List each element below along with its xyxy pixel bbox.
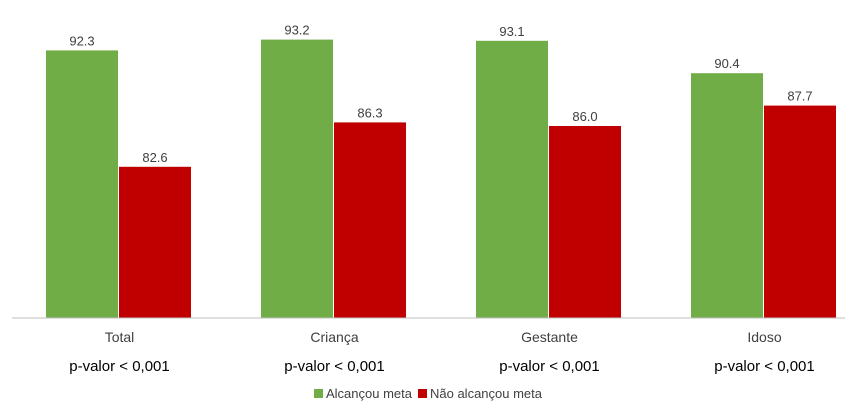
data-label: 82.6 xyxy=(142,150,167,165)
labels-layer: 92.3 82.6 Total p-valor < 0,001 93.2 86.3 Cria… xyxy=(69,23,814,375)
data-label: 93.1 xyxy=(499,24,524,39)
legend-label-alcancou: Alcançou meta xyxy=(325,385,412,401)
p-value-annotation: p-valor < 0,001 xyxy=(714,358,814,375)
bar-nao-alcancou-2 xyxy=(549,126,621,318)
legend: Alcançou meta Não alcançou meta xyxy=(0,384,856,402)
data-label: 87.7 xyxy=(787,89,812,104)
p-value-annotation: p-valor < 0,001 xyxy=(284,358,384,375)
bar-alcancou-3 xyxy=(691,73,763,318)
data-label: 92.3 xyxy=(69,33,94,48)
data-label: 93.2 xyxy=(284,23,309,38)
bar-nao-alcancou-1 xyxy=(334,122,406,319)
bar-alcancou-1 xyxy=(261,39,333,318)
legend-swatch-red xyxy=(417,388,427,398)
legend-item-nao-alcancou: Não alcançou meta xyxy=(417,385,542,401)
p-value-annotation: p-valor < 0,001 xyxy=(69,358,169,375)
bar-alcancou-0 xyxy=(46,50,118,319)
bar-nao-alcancou-3 xyxy=(764,105,836,318)
legend-item-alcancou: Alcançou meta xyxy=(313,385,412,401)
category-label: Criança xyxy=(310,329,358,345)
bar-alcancou-2 xyxy=(476,40,548,319)
category-label: Idoso xyxy=(747,329,781,345)
data-label: 86.0 xyxy=(572,109,597,124)
category-label: Total xyxy=(105,329,135,345)
legend-swatch-green xyxy=(313,388,323,398)
legend-label-nao-alcancou: Não alcançou meta xyxy=(429,385,542,401)
data-label: 90.4 xyxy=(714,56,739,71)
category-label: Gestante xyxy=(521,329,578,345)
p-value-annotation: p-valor < 0,001 xyxy=(499,358,599,375)
bars-layer xyxy=(46,39,836,319)
bar-nao-alcancou-0 xyxy=(119,166,191,318)
data-label: 86.3 xyxy=(357,105,382,120)
